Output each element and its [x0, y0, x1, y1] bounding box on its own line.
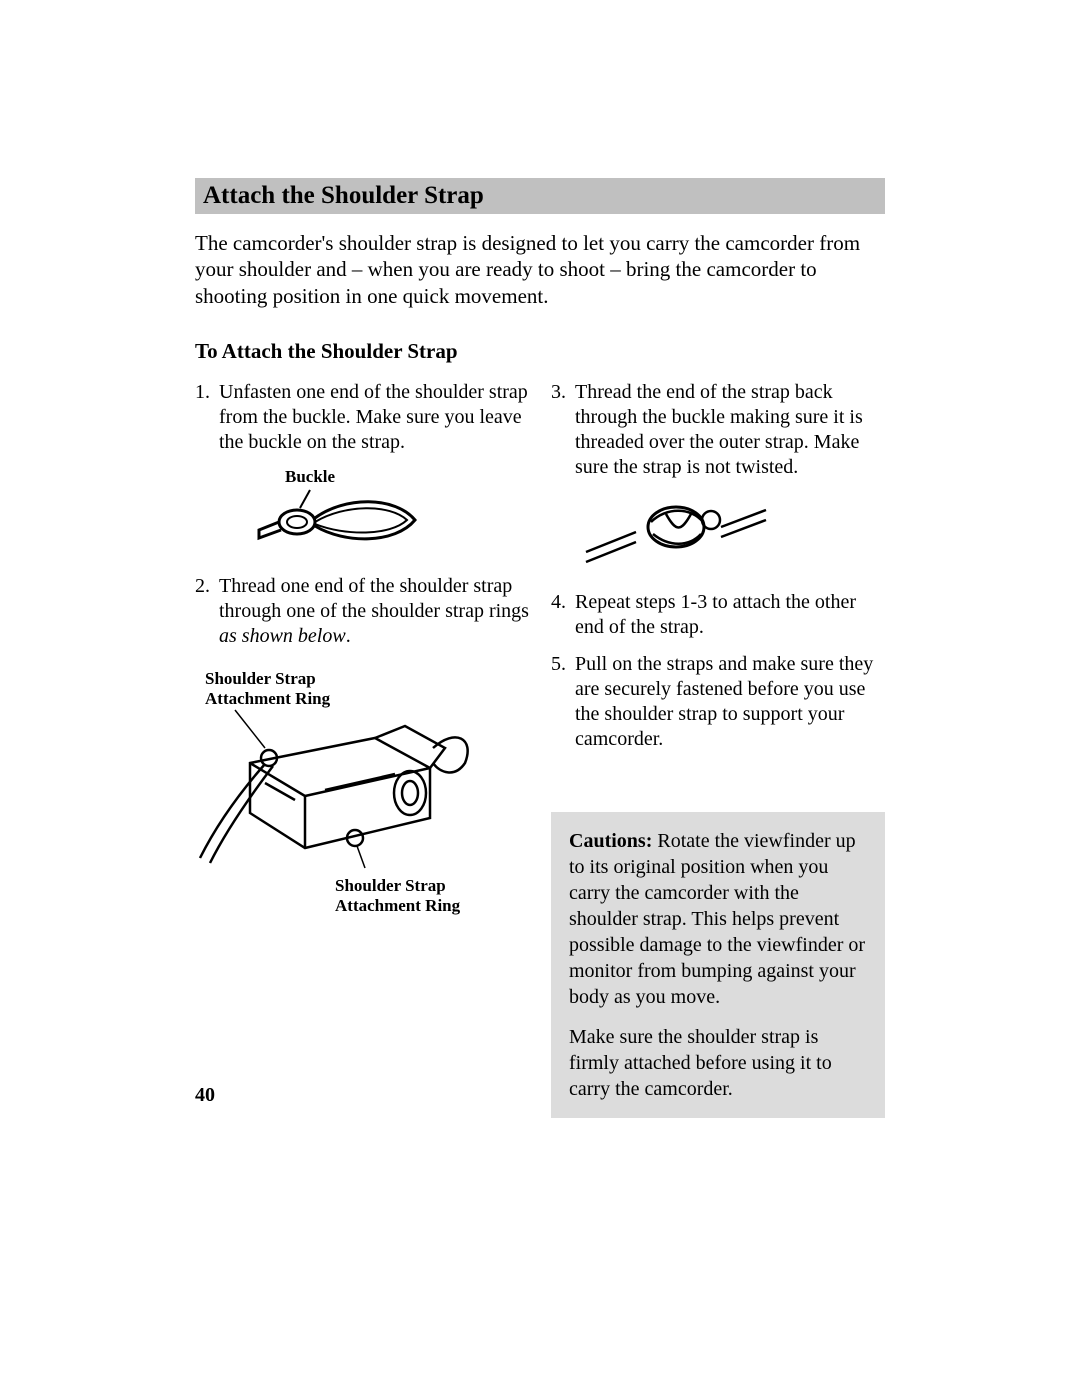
buckle-illustration [255, 486, 435, 556]
step-text: Unfasten one end of the shoulder strap f… [219, 380, 529, 455]
figure-threaded [581, 492, 885, 572]
step-2-text-c: . [346, 625, 351, 647]
step-text: Thread one end of the shoulder strap thr… [219, 574, 529, 649]
step-text: Pull on the straps and make sure they ar… [575, 652, 885, 752]
label-buckle: Buckle [285, 467, 529, 487]
figure-buckle: Buckle [255, 467, 529, 557]
step-number: 2. [195, 574, 219, 649]
label-ring-bottom: Shoulder Strap Attachment Ring [335, 876, 529, 915]
caution-label: Cautions: [569, 830, 652, 852]
step-number: 4. [551, 590, 575, 640]
caution-paragraph-1: Cautions: Rotate the viewfinder up to it… [569, 828, 867, 1010]
label-ring-top: Shoulder Strap Attachment Ring [205, 669, 529, 708]
step-5: 5. Pull on the straps and make sure they… [551, 652, 885, 752]
intro-paragraph: The camcorder's shoulder strap is design… [195, 230, 885, 309]
step-1: 1. Unfasten one end of the shoulder stra… [195, 380, 529, 455]
threaded-buckle-illustration [581, 492, 771, 572]
step-2: 2. Thread one end of the shoulder strap … [195, 574, 529, 649]
step-number: 1. [195, 380, 219, 455]
camcorder-illustration [195, 708, 485, 888]
two-column-layout: 1. Unfasten one end of the shoulder stra… [195, 380, 885, 1118]
caution-box: Cautions: Rotate the viewfinder up to it… [551, 812, 885, 1118]
step-number: 5. [551, 652, 575, 752]
step-number: 3. [551, 380, 575, 480]
step-2-text-a: Thread one end of the shoulder strap thr… [219, 575, 529, 622]
step-2-text-italic: as shown below [219, 625, 346, 647]
caution-p1-rest: Rotate the viewfinder up to its original… [569, 830, 865, 1008]
figure-camcorder: Shoulder Strap Attachment Ring [195, 669, 529, 915]
manual-page: Attach the Shoulder Strap The camcorder'… [0, 0, 1080, 1397]
caution-paragraph-2: Make sure the shoulder strap is firmly a… [569, 1024, 867, 1102]
page-number: 40 [195, 1084, 215, 1107]
column-left: 1. Unfasten one end of the shoulder stra… [195, 380, 529, 1118]
sub-header: To Attach the Shoulder Strap [195, 339, 885, 364]
step-text: Repeat steps 1-3 to attach the other end… [575, 590, 885, 640]
step-4: 4. Repeat steps 1-3 to attach the other … [551, 590, 885, 640]
step-text: Thread the end of the strap back through… [575, 380, 885, 480]
section-title: Attach the Shoulder Strap [195, 178, 885, 214]
step-3: 3. Thread the end of the strap back thro… [551, 380, 885, 480]
column-right: 3. Thread the end of the strap back thro… [551, 380, 885, 1118]
